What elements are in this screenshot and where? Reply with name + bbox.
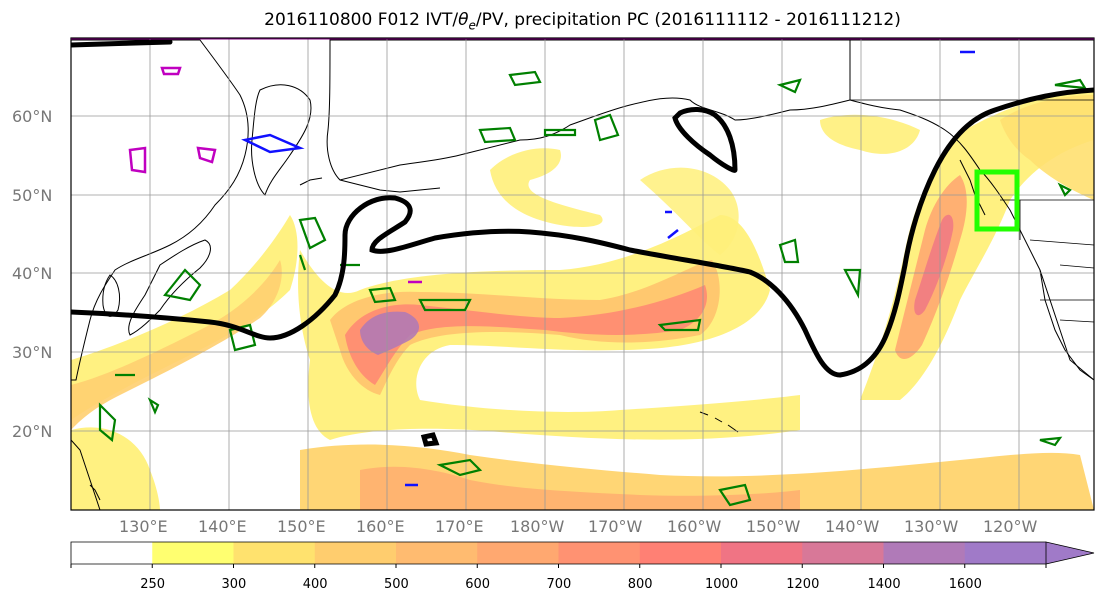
colorbar-segment — [233, 542, 316, 564]
ivt-east-extra — [1000, 95, 1094, 200]
colorbar-segment — [477, 542, 559, 564]
title-prefix: 2016110800 F012 IVT/ — [264, 10, 459, 30]
coast-alaska — [326, 39, 851, 181]
colorbar-segment — [964, 542, 1047, 564]
title-suffix: /PV, precipitation PC (2016111112 - 2016… — [475, 10, 901, 30]
lon-label-170e: 170°E — [435, 517, 484, 536]
colorbar — [70, 541, 1095, 568]
colorbar-segment — [639, 542, 722, 564]
coast-taiwan-philippines — [71, 439, 101, 510]
coast-bc-islands — [959, 159, 986, 216]
colorbar-segment — [802, 542, 884, 564]
map-plot-area — [71, 38, 1094, 510]
lat-label-40: 40°N — [12, 264, 53, 283]
ivt-east-ar-inner — [914, 214, 954, 316]
map-frame — [70, 37, 1095, 511]
colorbar-segment — [721, 542, 803, 564]
ivt-north-arc — [490, 148, 603, 227]
lon-label-180w: 180°W — [510, 517, 565, 536]
colorbar-extend-arrow — [1045, 541, 1095, 565]
ivt-south-core — [360, 466, 800, 510]
coast-aleutians — [299, 177, 441, 193]
colorbar-label: 500 — [384, 577, 409, 592]
coast-mexico — [1039, 269, 1094, 381]
colorbar-segment — [396, 542, 478, 564]
coastlines — [71, 39, 1094, 510]
lon-label-120w: 120°W — [983, 517, 1038, 536]
pv-contour-main — [71, 87, 1094, 378]
ivt-plume-purple — [360, 311, 420, 355]
colorbar-label: 1000 — [705, 577, 739, 592]
coast-kamchatka — [251, 84, 312, 196]
highlight-box — [974, 169, 1020, 232]
map-title: 2016110800 F012 IVT/θe/PV, precipitation… — [0, 10, 1105, 32]
colorbar-segment — [71, 542, 153, 564]
title-theta-sub: e — [468, 18, 476, 33]
coast-asia — [71, 39, 249, 381]
lat-label-60: 60°N — [12, 107, 53, 126]
lon-label-170w: 170°W — [588, 517, 643, 536]
title-theta: θ — [458, 10, 469, 30]
ivt-japan-core — [71, 260, 282, 430]
lon-label-130e: 130°E — [119, 517, 168, 536]
gridlines — [71, 38, 1094, 510]
coast-japan — [128, 239, 211, 336]
lat-label-20: 20°N — [12, 422, 53, 441]
lon-label-140e: 140°E — [198, 517, 247, 536]
political-borders — [849, 40, 1094, 323]
pv-contours — [71, 39, 1094, 378]
lon-label-140w: 140°W — [825, 517, 880, 536]
lat-label-30: 30°N — [12, 343, 53, 362]
lon-label-130w: 130°W — [904, 517, 959, 536]
coast-north-america — [849, 39, 1094, 381]
lat-label-50: 50°N — [12, 186, 53, 205]
colorbar-label: 1200 — [786, 577, 820, 592]
pv-small-contours — [128, 50, 975, 487]
colorbar-segment — [152, 542, 234, 564]
colorbar-segment — [314, 542, 397, 564]
lon-label-150e: 150°E — [277, 517, 326, 536]
pv-contour-top — [71, 39, 173, 48]
colorbar-label: 600 — [465, 577, 491, 592]
precip-contours — [98, 70, 1088, 507]
colorbar-label: 300 — [221, 577, 247, 592]
ivt-gulf — [820, 114, 920, 154]
colorbar-label: 700 — [546, 577, 572, 592]
lon-label-160e: 160°E — [356, 517, 405, 536]
lon-label-150w: 150°W — [746, 517, 801, 536]
colorbar-label: 1600 — [948, 577, 982, 592]
colorbar-label: 800 — [627, 577, 653, 592]
colorbar-label: 250 — [140, 577, 166, 592]
ivt-north-arc-2 — [640, 167, 739, 255]
colorbar-segment — [883, 542, 966, 564]
colorbar-label: 400 — [302, 577, 328, 592]
lon-label-160w: 160°W — [667, 517, 722, 536]
pv-contour-north — [672, 107, 738, 173]
colorbar-segment — [558, 542, 641, 564]
colorbar-label: 1400 — [867, 577, 901, 592]
